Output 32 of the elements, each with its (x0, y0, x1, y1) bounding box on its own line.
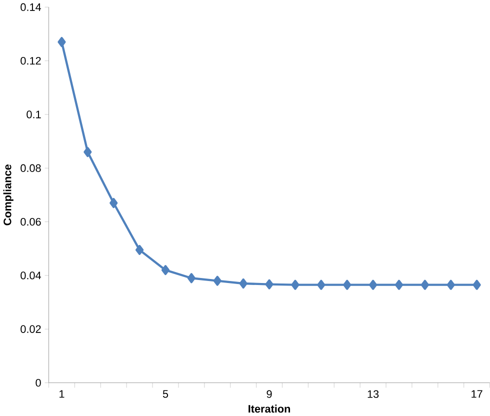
point (291, 280, 300, 290)
point (369, 280, 378, 290)
point (317, 280, 326, 290)
y-tick-label: 0.14 (20, 3, 41, 12)
y-tick-label: 0.08 (20, 164, 41, 172)
x-axis-title: Iteration (248, 404, 290, 413)
x-tick-label: 13 (368, 390, 379, 398)
x-tick-label: 5 (162, 390, 168, 398)
point (239, 278, 248, 289)
point (213, 276, 222, 286)
point (161, 265, 170, 276)
y-tick-label: 0.04 (20, 272, 41, 280)
x-tick-label: 9 (266, 390, 272, 398)
point (420, 280, 429, 290)
y-tick-label: 0.02 (20, 325, 41, 333)
y-tick-label: 0.12 (20, 56, 41, 65)
x-tick-label: 17 (472, 390, 482, 398)
point (84, 147, 92, 158)
y-tick-label: 0.1 (26, 110, 41, 118)
point (187, 273, 196, 284)
point (394, 280, 404, 290)
point (446, 280, 455, 290)
point (110, 198, 118, 208)
y-tick-label: 0.06 (20, 218, 41, 226)
point (265, 279, 274, 290)
point (343, 280, 352, 290)
x-tick-label: 1 (60, 390, 64, 398)
y-tick-label: 0 (36, 378, 41, 387)
point (472, 280, 481, 290)
point (136, 244, 144, 256)
point (58, 37, 66, 48)
y-axis-title: Compliance (3, 164, 14, 226)
